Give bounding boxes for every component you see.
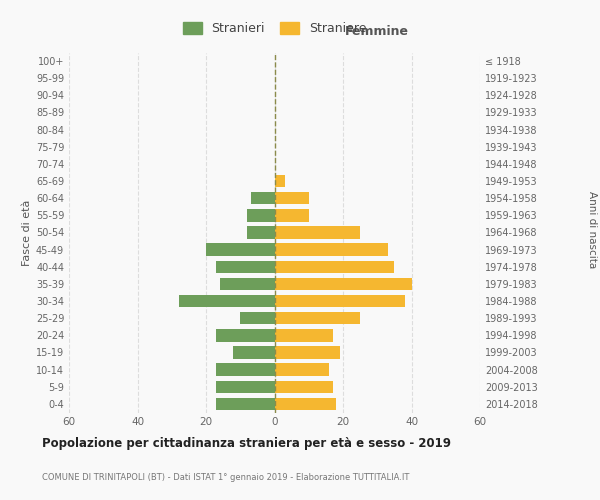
Bar bbox=[247, 209, 275, 222]
Bar bbox=[240, 312, 275, 324]
Bar bbox=[216, 364, 275, 376]
Legend: Stranieri, Straniere: Stranieri, Straniere bbox=[178, 18, 371, 40]
Bar bbox=[275, 244, 388, 256]
Bar bbox=[179, 295, 275, 307]
Bar bbox=[216, 260, 275, 273]
Bar bbox=[275, 364, 329, 376]
Bar bbox=[275, 192, 309, 204]
Bar bbox=[247, 226, 275, 238]
Bar bbox=[216, 398, 275, 410]
Bar bbox=[275, 209, 309, 222]
Bar bbox=[275, 312, 360, 324]
Bar bbox=[216, 329, 275, 342]
Bar bbox=[206, 244, 275, 256]
Bar bbox=[216, 380, 275, 393]
Bar bbox=[275, 329, 333, 342]
Bar bbox=[275, 346, 340, 358]
Text: Anni di nascita: Anni di nascita bbox=[587, 192, 597, 268]
Bar bbox=[233, 346, 275, 358]
Bar bbox=[275, 175, 285, 187]
Bar bbox=[275, 398, 336, 410]
Bar bbox=[275, 278, 412, 290]
Text: COMUNE DI TRINITAPOLI (BT) - Dati ISTAT 1° gennaio 2019 - Elaborazione TUTTITALI: COMUNE DI TRINITAPOLI (BT) - Dati ISTAT … bbox=[42, 472, 409, 482]
Bar bbox=[275, 260, 394, 273]
Text: Femmine: Femmine bbox=[345, 25, 409, 38]
Bar bbox=[275, 295, 404, 307]
Text: Popolazione per cittadinanza straniera per età e sesso - 2019: Popolazione per cittadinanza straniera p… bbox=[42, 438, 451, 450]
Bar bbox=[251, 192, 275, 204]
Bar bbox=[275, 380, 333, 393]
Y-axis label: Fasce di età: Fasce di età bbox=[22, 200, 32, 266]
Bar bbox=[275, 226, 360, 238]
Bar bbox=[220, 278, 275, 290]
